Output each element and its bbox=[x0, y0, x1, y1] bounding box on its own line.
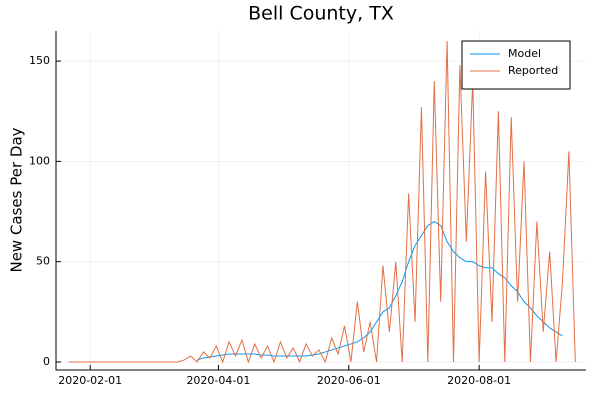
chart-title: Bell County, TX bbox=[248, 3, 394, 25]
legend-label: Reported bbox=[508, 64, 558, 77]
y-tick-label: 0 bbox=[43, 355, 50, 368]
x-tick-label: 2020-04-01 bbox=[186, 374, 250, 387]
y-tick-label: 100 bbox=[29, 154, 50, 167]
y-tick-label: 150 bbox=[29, 54, 50, 67]
y-tick-label: 50 bbox=[36, 255, 50, 268]
legend-box bbox=[461, 40, 571, 90]
x-tick-label: 2020-08-01 bbox=[447, 374, 511, 387]
y-axis-label: New Cases Per Day bbox=[8, 127, 26, 272]
series-line bbox=[68, 41, 576, 364]
x-tick-label: 2020-06-01 bbox=[317, 374, 381, 387]
axis bbox=[55, 31, 586, 371]
legend-label: Model bbox=[508, 47, 541, 60]
x-tick-label: 2020-02-01 bbox=[58, 374, 122, 387]
